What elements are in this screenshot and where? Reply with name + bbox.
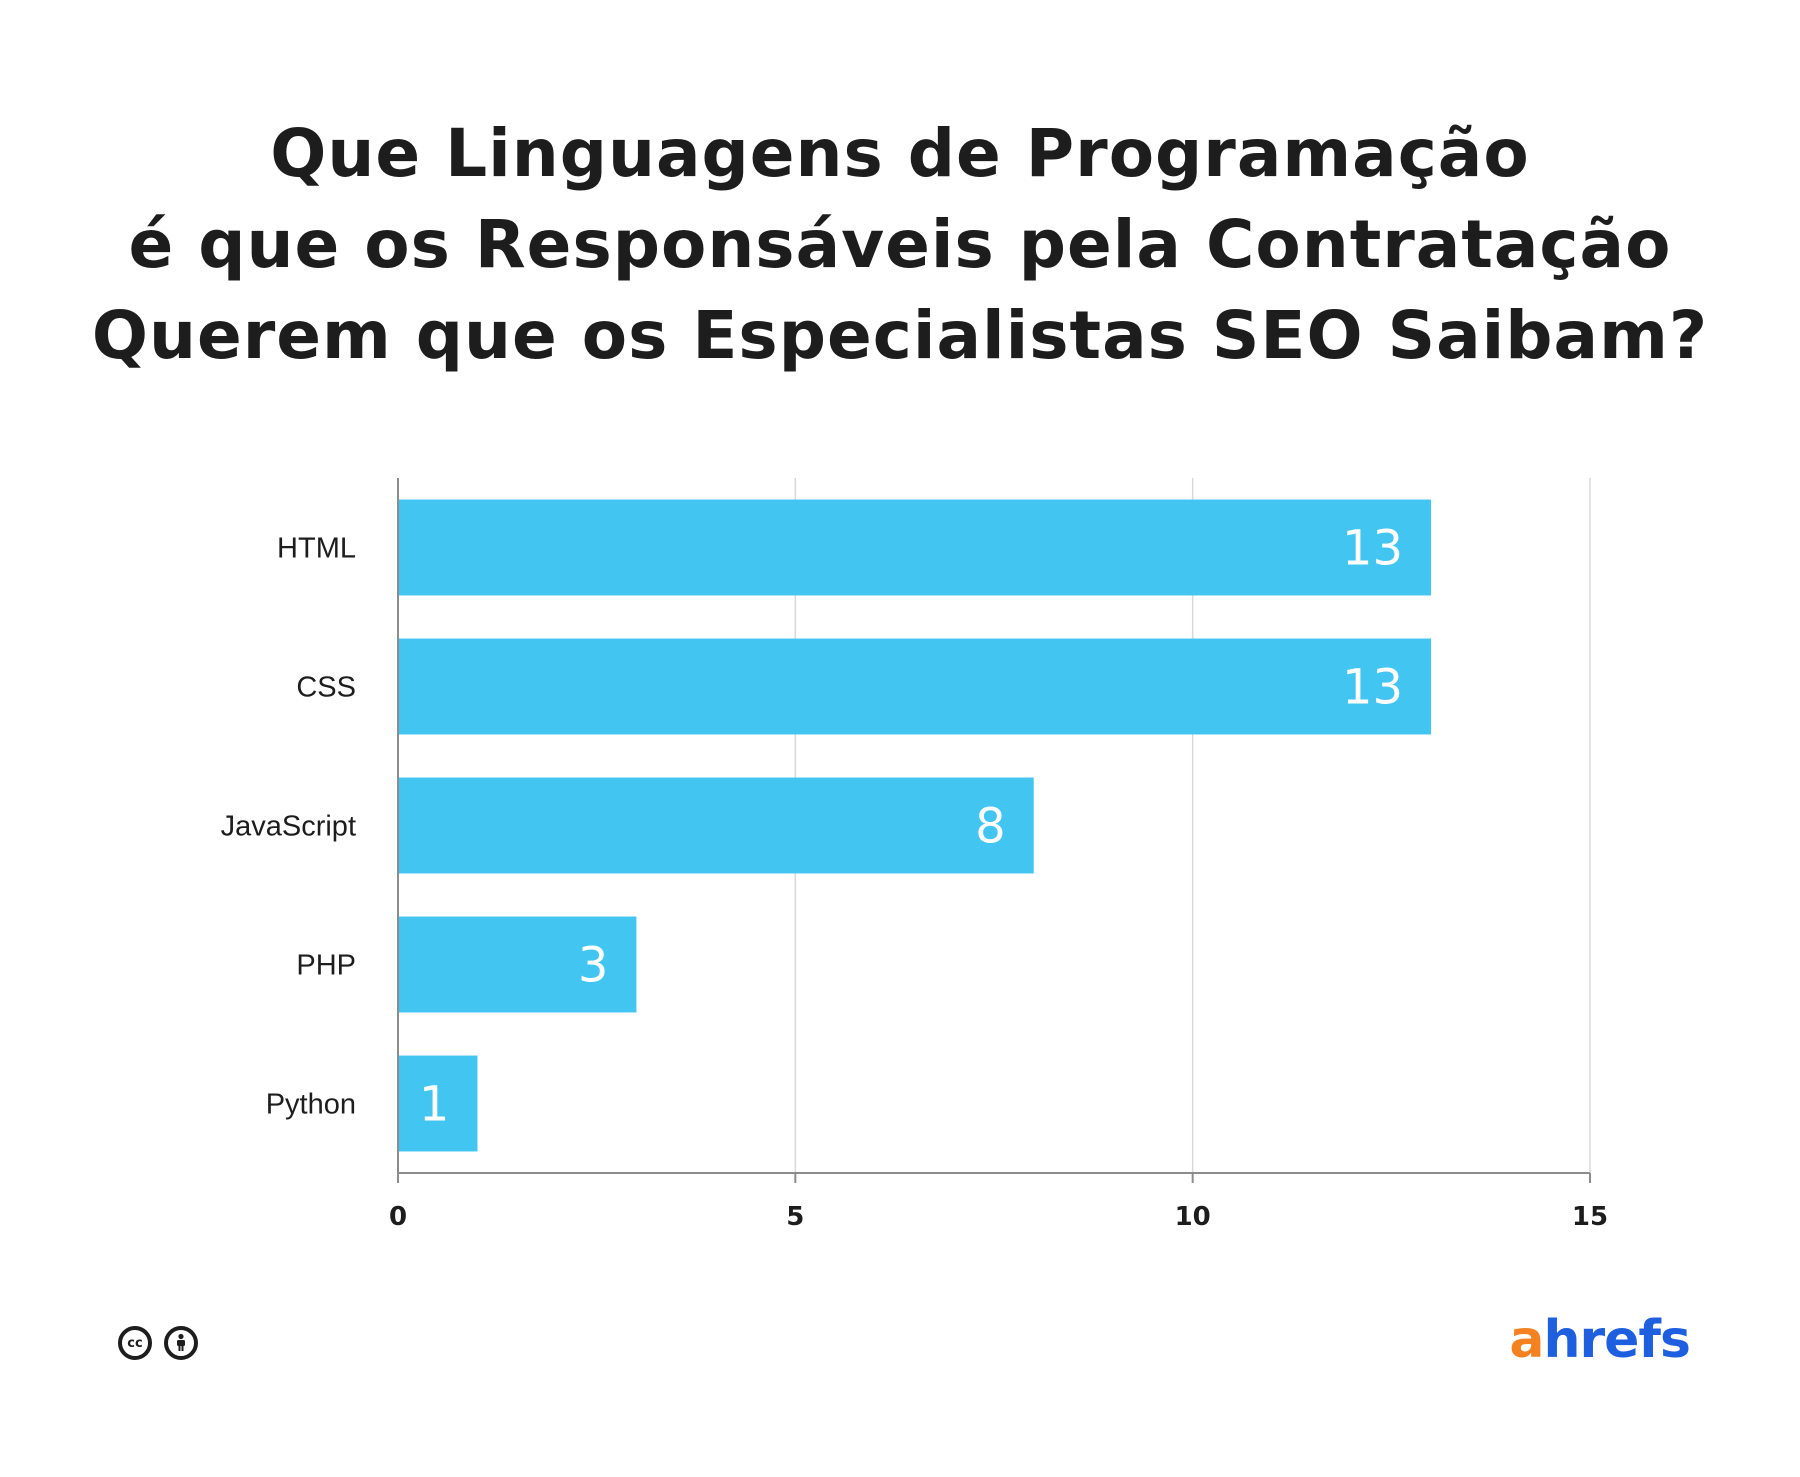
category-label-html: HTML: [277, 533, 356, 565]
title-line-2: é que os Responsáveis pela Contratação: [128, 206, 1672, 283]
brand-logo-a: a: [1509, 1310, 1544, 1370]
license-icons: cc: [118, 1326, 198, 1360]
bar-html: [399, 499, 1432, 596]
cc-icon: cc: [118, 1326, 152, 1360]
bar-php: [399, 916, 637, 1013]
x-tick-label-0: 0: [389, 1202, 407, 1232]
bar-css: [399, 638, 1432, 735]
x-tick-label-10: 10: [1175, 1202, 1211, 1232]
category-label-python: Python: [266, 1089, 356, 1121]
data-label-php: 3: [578, 938, 609, 994]
bars: [399, 499, 1432, 1152]
category-label-php: PHP: [296, 950, 356, 982]
person-icon: [177, 1333, 185, 1351]
data-label-css: 13: [1342, 660, 1403, 716]
category-label-javascript: JavaScript: [221, 811, 356, 843]
category-label-css: CSS: [296, 672, 356, 704]
chart-title: Que Linguagens de Programação é que os R…: [0, 108, 1800, 381]
labels: 0 5 10 15 HTML 13 CSS 13 JavaScript 8 PHP 3 Python 1: [221, 521, 1608, 1233]
bar-python: [399, 1055, 478, 1152]
title-line-1: Que Linguagens de Programação: [270, 115, 1530, 192]
title-line-3: Querem que os Especialistas SEO Saibam?: [91, 297, 1709, 374]
data-label-html: 13: [1342, 521, 1403, 577]
brand-logo-rest: hrefs: [1543, 1310, 1691, 1370]
x-tick-label-5: 5: [786, 1202, 804, 1232]
x-tick-label-15: 15: [1572, 1202, 1608, 1232]
data-label-javascript: 8: [975, 799, 1006, 855]
attribution-icon: [164, 1326, 198, 1360]
bar-javascript: [399, 777, 1034, 874]
cc-icon-text: cc: [127, 1335, 143, 1351]
bar-chart: 0 5 10 15 HTML 13 CSS 13 JavaScript 8 PHP 3 Python 1: [221, 478, 1608, 1233]
axes: [397, 478, 1591, 1183]
ahrefs-logo: ahrefs: [1509, 1310, 1691, 1370]
data-label-python: 1: [419, 1077, 450, 1133]
